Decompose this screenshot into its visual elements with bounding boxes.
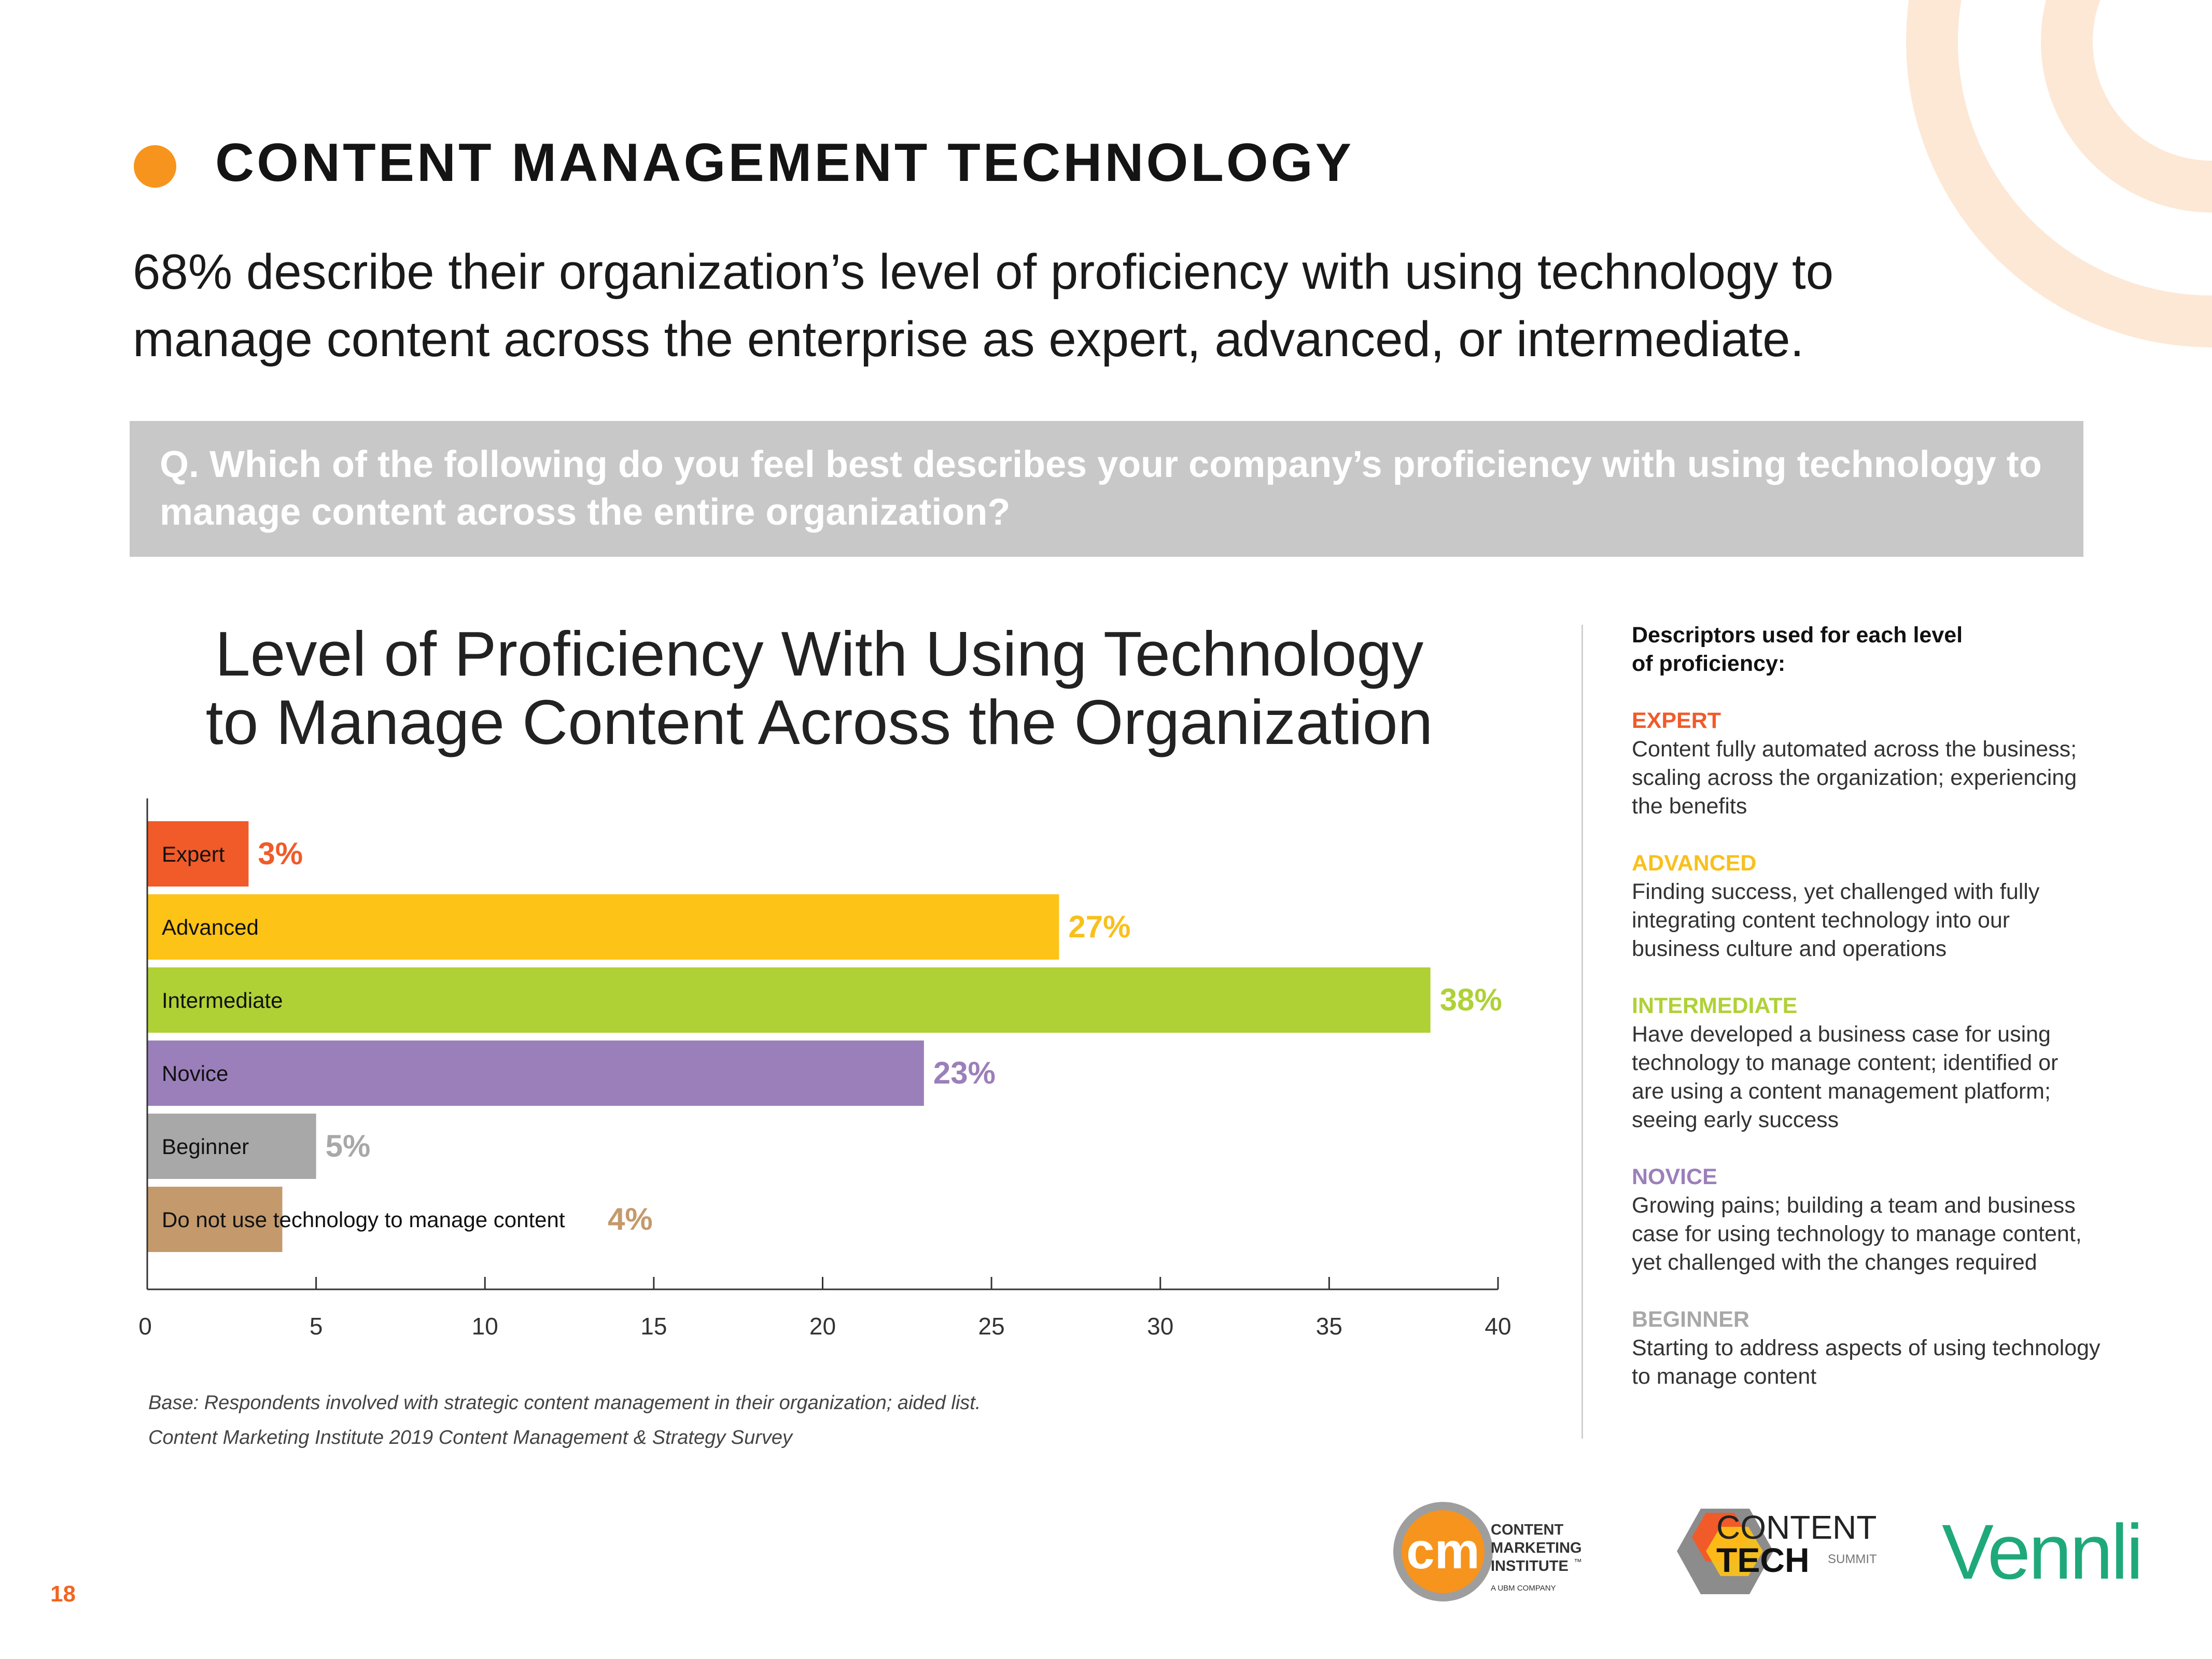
descriptor-level-expert: EXPERT — [1632, 708, 1721, 733]
source-note: Content Marketing Institute 2019 Content… — [148, 1427, 793, 1449]
page-number: 18 — [50, 1581, 76, 1607]
descriptor-text-line: Content fully automated across the busin… — [1632, 737, 2077, 762]
descriptor-text-line: case for using technology to manage cont… — [1632, 1221, 2082, 1246]
vennli-logo: Vennli — [1942, 1508, 2141, 1595]
descriptors-heading: Descriptors used for each level of profi… — [1632, 621, 2124, 678]
category-label: Beginner — [162, 1134, 249, 1159]
bar-expert — [147, 821, 249, 887]
x-tick-label: 20 — [809, 1313, 836, 1340]
descriptors-heading-line-2: of proficiency: — [1632, 651, 1786, 676]
x-tick-label: 10 — [472, 1313, 498, 1340]
descriptor-text: Growing pains; building a team and busin… — [1632, 1191, 2124, 1277]
section-bullet — [134, 145, 176, 188]
section-title: CONTENT MANAGEMENT TECHNOLOGY — [215, 133, 1354, 193]
x-tick-label: 25 — [978, 1313, 1005, 1340]
value-label: 27% — [1068, 909, 1130, 944]
cts-line-1: CONTENT — [1716, 1509, 1877, 1546]
descriptor-text-line: seeing early success — [1632, 1107, 1839, 1132]
descriptor-text-line: Growing pains; building a team and busin… — [1632, 1193, 2076, 1218]
descriptor-level-beginner: BEGINNER — [1632, 1307, 1749, 1332]
descriptors-heading-line-1: Descriptors used for each level — [1632, 623, 1963, 648]
chart-title: Level of Proficiency With Using Technolo… — [93, 620, 1545, 756]
x-tick-label: 0 — [138, 1313, 152, 1340]
question-text: Q. Which of the following do you feel be… — [160, 441, 2047, 536]
chart-title-line-1: Level of Proficiency With Using Technolo… — [215, 618, 1424, 689]
cmi-sub: A UBM COMPANY — [1491, 1584, 1556, 1593]
cmi-line-2: MARKETING — [1491, 1540, 1582, 1556]
x-tick-label: 30 — [1147, 1313, 1173, 1340]
content-tech-summit-logo: CONTENT TECH SUMMIT — [1677, 1509, 1877, 1594]
category-label: Novice — [162, 1061, 228, 1086]
descriptor-text-line: to manage content — [1632, 1364, 1817, 1389]
descriptor-text-line: Starting to address aspects of using tec… — [1632, 1335, 2101, 1360]
descriptor-list: EXPERT Content fully automated across the… — [1632, 707, 2124, 1391]
x-tick-label: 40 — [1485, 1313, 1511, 1340]
descriptor-level-intermediate: INTERMEDIATE — [1632, 993, 1798, 1018]
bar-intermediate — [147, 967, 1431, 1033]
bar-do-not-use-technology-to-manage-content — [147, 1187, 283, 1252]
cts-line-2: TECH — [1716, 1541, 1810, 1579]
cmi-line-3: INSTITUTE — [1491, 1558, 1569, 1574]
cts-line-3: SUMMIT — [1828, 1552, 1877, 1566]
cmi-logo: cm CONTENT MARKETING INSTITUTE ™ A UBM C… — [1393, 1502, 1582, 1601]
descriptor-level-advanced: ADVANCED — [1632, 851, 1757, 876]
headline: 68% describe their organization’s level … — [133, 238, 1948, 373]
question-line-2: manage content across the entire organiz… — [160, 491, 1011, 533]
column-divider — [1581, 625, 1583, 1439]
descriptor-text: Starting to address aspects of using tec… — [1632, 1334, 2124, 1391]
value-label: 38% — [1440, 982, 1502, 1017]
cmi-line-1: CONTENT — [1491, 1522, 1563, 1538]
headline-line-2: manage content across the enterprise as … — [133, 312, 1804, 367]
value-label: 23% — [933, 1056, 996, 1090]
value-label: 4% — [608, 1202, 653, 1236]
cmi-mark: cm — [1406, 1522, 1480, 1579]
question-line-1: Q. Which of the following do you feel be… — [160, 444, 2042, 485]
base-note: Base: Respondents involved with strategi… — [148, 1392, 981, 1414]
category-label: Advanced — [162, 915, 259, 939]
descriptors-panel: Descriptors used for each level of profi… — [1632, 621, 2124, 1419]
cmi-tm: ™ — [1574, 1558, 1582, 1567]
value-label: 3% — [258, 836, 303, 871]
bar-novice — [147, 1041, 924, 1106]
descriptor-text-line: yet challenged with the changes required — [1632, 1250, 2037, 1275]
x-tick-label: 35 — [1316, 1313, 1342, 1340]
descriptor-text-line: technology to manage content; identified… — [1632, 1050, 2059, 1075]
descriptor-text: Content fully automated across the busin… — [1632, 735, 2124, 821]
descriptor-text-line: scaling across the organization; experie… — [1632, 765, 2077, 790]
chart-title-line-2: to Manage Content Across the Organizatio… — [205, 687, 1433, 757]
descriptor-text-line: the benefits — [1632, 794, 1747, 819]
category-label: Do not use technology to manage content — [162, 1207, 565, 1232]
x-tick-label: 15 — [640, 1313, 667, 1340]
descriptor-text-line: Have developed a business case for using — [1632, 1022, 2051, 1047]
descriptor-text: Finding success, yet challenged with ful… — [1632, 878, 2124, 963]
headline-line-1: 68% describe their organization’s level … — [133, 244, 1834, 300]
bar-beginner — [147, 1114, 316, 1179]
descriptor-text-line: business culture and operations — [1632, 936, 1947, 961]
descriptor-text-line: are using a content management platform; — [1632, 1079, 2051, 1104]
question-box: Q. Which of the following do you feel be… — [130, 421, 2083, 557]
category-label: Intermediate — [162, 988, 283, 1013]
value-label: 5% — [326, 1129, 371, 1163]
bar-advanced — [147, 894, 1059, 960]
descriptor-text: Have developed a business case for using… — [1632, 1020, 2124, 1134]
category-label: Expert — [162, 842, 225, 866]
x-tick-label: 5 — [310, 1313, 323, 1340]
descriptor-text-line: integrating content technology into our — [1632, 908, 2010, 933]
descriptor-text-line: Finding success, yet challenged with ful… — [1632, 879, 2040, 904]
descriptor-level-novice: NOVICE — [1632, 1164, 1717, 1189]
